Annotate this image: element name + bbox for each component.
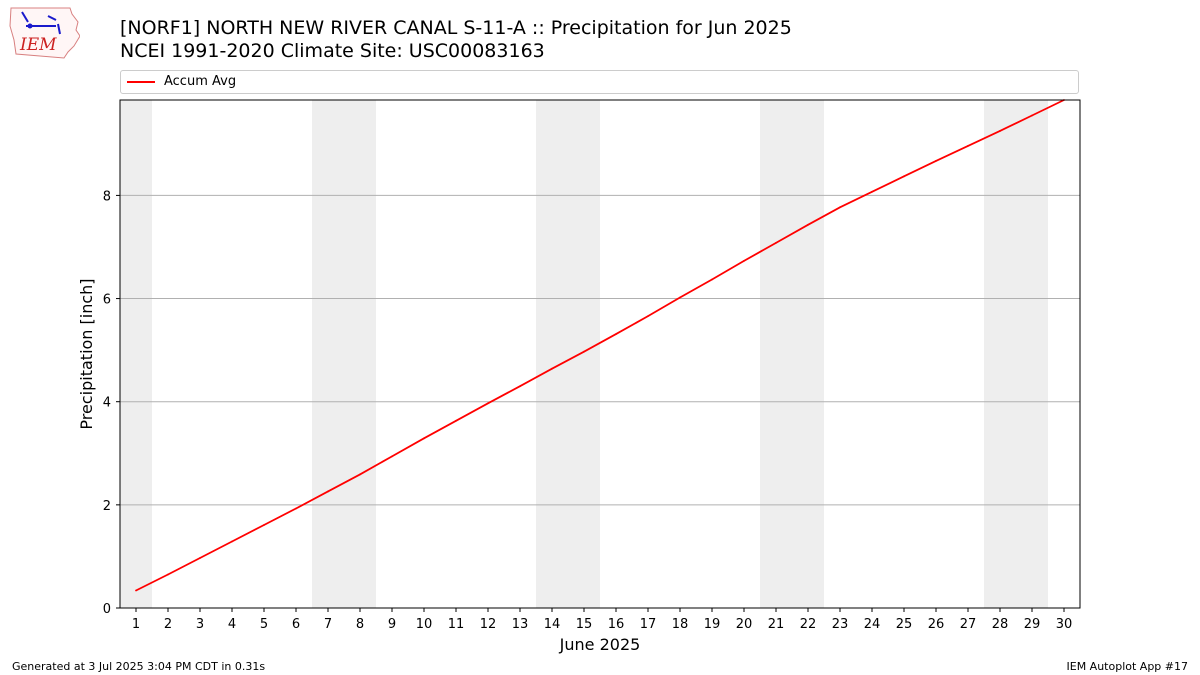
x-tick-label-23: 23 xyxy=(832,617,849,632)
data-point-1 xyxy=(135,589,137,592)
x-tick-label-25: 25 xyxy=(896,617,913,632)
weekend-band-2 xyxy=(536,100,600,608)
x-tick-label-28: 28 xyxy=(992,617,1009,632)
data-line xyxy=(135,99,1065,592)
x-tick-label-14: 14 xyxy=(544,617,561,632)
data-point-11 xyxy=(455,419,457,422)
data-point-13 xyxy=(519,385,521,388)
x-tick-label-29: 29 xyxy=(1024,617,1041,632)
iem-logo: IEM xyxy=(9,7,80,59)
data-point-15 xyxy=(583,350,585,353)
data-point-29 xyxy=(1031,114,1033,117)
data-point-14 xyxy=(551,367,553,370)
x-tick-label-10: 10 xyxy=(416,617,433,632)
x-tick-label-20: 20 xyxy=(736,617,753,632)
data-point-23 xyxy=(839,206,841,209)
data-point-12 xyxy=(487,402,489,405)
grid-lines xyxy=(120,194,1080,506)
data-point-2 xyxy=(167,573,169,576)
data-point-6 xyxy=(295,507,297,510)
data-point-28 xyxy=(999,130,1001,132)
legend-label-accum-avg: Accum Avg xyxy=(164,74,237,89)
chart-title: [NORF1] NORTH NEW RIVER CANAL S-11-A :: … xyxy=(120,17,792,39)
weekend-bands xyxy=(120,100,1048,608)
x-tick-label-19: 19 xyxy=(704,617,721,632)
data-point-20 xyxy=(743,260,745,262)
x-tick-label-12: 12 xyxy=(480,617,497,632)
data-point-3 xyxy=(199,557,201,559)
x-tick-label-26: 26 xyxy=(928,617,945,632)
y-tick-label-0: 0 xyxy=(103,602,111,617)
x-tick-label-8: 8 xyxy=(356,617,364,632)
data-point-19 xyxy=(711,278,713,281)
weather-station-icon xyxy=(21,11,61,35)
x-axis: 1 2 3 4 5 6 7 8 9 10 11 12 13 14 15 16 17 18 19 20 21 22 23 24 2… xyxy=(132,608,1072,632)
x-tick-label-24: 24 xyxy=(864,617,881,632)
x-tick-label-13: 13 xyxy=(512,617,529,632)
x-tick-label-9: 9 xyxy=(388,617,396,632)
data-point-5 xyxy=(263,524,265,526)
data-point-7 xyxy=(327,490,329,493)
x-tick-label-3: 3 xyxy=(196,617,204,632)
x-axis-label: June 2025 xyxy=(559,635,641,654)
data-point-24 xyxy=(871,190,873,193)
data-point-10 xyxy=(423,437,425,440)
footer-app-id: IEM Autoplot App #17 xyxy=(1066,660,1189,673)
chart-legend: Accum Avg xyxy=(120,70,1079,94)
y-tick-label-2: 2 xyxy=(103,499,111,514)
x-tick-label-15: 15 xyxy=(576,617,593,632)
y-tick-label-6: 6 xyxy=(103,293,111,308)
data-point-26 xyxy=(935,159,937,162)
data-point-18 xyxy=(679,296,681,299)
x-tick-label-27: 27 xyxy=(960,617,977,632)
x-tick-label-5: 5 xyxy=(260,617,268,632)
logo-text: IEM xyxy=(19,35,57,55)
data-point-21 xyxy=(775,241,777,244)
data-point-9 xyxy=(391,455,393,458)
series-line-accum-avg xyxy=(135,99,1065,592)
legend-swatch-accum-avg xyxy=(127,81,155,83)
x-tick-label-2: 2 xyxy=(164,617,172,632)
data-point-17 xyxy=(647,315,649,317)
data-point-25 xyxy=(903,175,905,178)
y-tick-label-8: 8 xyxy=(103,189,111,204)
x-tick-label-4: 4 xyxy=(228,617,236,632)
x-tick-label-1: 1 xyxy=(132,617,140,632)
chart-subtitle: NCEI 1991-2020 Climate Site: USC00083163 xyxy=(120,40,545,62)
x-tick-label-7: 7 xyxy=(324,617,332,632)
data-point-4 xyxy=(231,540,233,543)
x-tick-label-30: 30 xyxy=(1056,617,1073,632)
plot-frame xyxy=(119,99,1081,609)
x-tick-label-16: 16 xyxy=(608,617,625,632)
data-point-27 xyxy=(967,145,969,147)
x-tick-label-6: 6 xyxy=(292,617,300,632)
weekend-band-0 xyxy=(120,100,152,608)
data-point-8 xyxy=(359,473,361,476)
x-tick-label-21: 21 xyxy=(768,617,785,632)
footer-generated-text: Generated at 3 Jul 2025 3:04 PM CDT in 0… xyxy=(12,660,266,673)
y-tick-label-4: 4 xyxy=(103,396,111,411)
x-tick-label-17: 17 xyxy=(640,617,657,632)
data-point-22 xyxy=(807,223,809,226)
x-tick-label-18: 18 xyxy=(672,617,689,632)
y-axis-label: Precipitation [inch] xyxy=(77,278,96,429)
data-point-16 xyxy=(615,333,617,336)
x-tick-label-11: 11 xyxy=(448,617,465,632)
weekend-band-3 xyxy=(760,100,824,608)
weekend-band-1 xyxy=(312,100,376,608)
y-axis: 0 2 4 6 8 xyxy=(103,189,120,617)
x-tick-label-22: 22 xyxy=(800,617,817,632)
weekend-band-4 xyxy=(984,100,1048,608)
